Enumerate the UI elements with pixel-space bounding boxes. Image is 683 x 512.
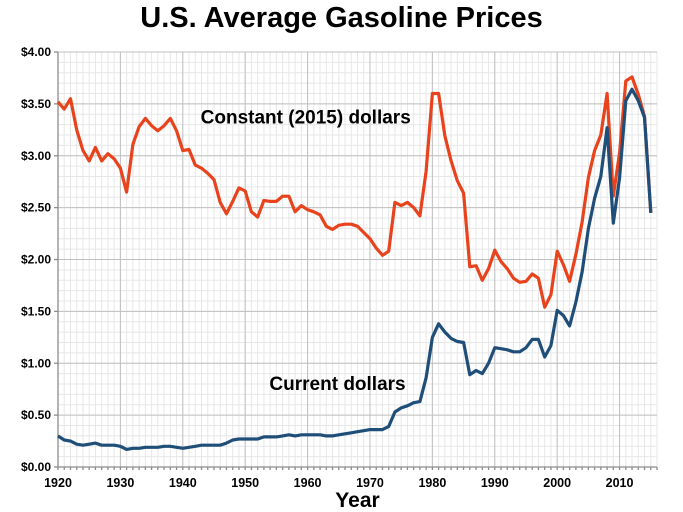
y-axis-tick-label: $1.00 [21,356,51,370]
y-axis-tick-label: $1.50 [21,304,51,318]
x-axis-tick-label: 1940 [169,476,197,490]
x-axis-tick-label: 1920 [44,476,72,490]
y-axis-tick-label: $2.00 [21,253,51,267]
constant-dollars-label: Constant (2015) dollars [201,107,411,128]
x-axis-tick-label: 1950 [231,476,259,490]
chart-title: U.S. Average Gasoline Prices [140,2,543,34]
y-axis-tick-label: $2.50 [21,201,51,215]
y-axis-tick-label: $0.50 [21,408,51,422]
axes [54,51,658,470]
x-axis-title: Year [335,489,379,512]
y-axis-tick-label: $0.00 [21,460,51,474]
x-axis-tick-label: 1970 [356,476,384,490]
x-axis-tick-label: 1980 [418,476,446,490]
current-dollars-label: Current dollars [269,374,405,395]
constant-dollars-line [56,75,653,309]
x-axis-tick-label: 2000 [543,476,571,490]
current-dollars-line [57,87,653,451]
major-gridlines [57,51,657,468]
y-axis-tick-label: $4.00 [21,45,51,59]
x-axis-tick-label: 1990 [481,476,509,490]
y-axis-tick-label: $3.00 [21,149,51,163]
y-axis-tick-label: $3.50 [21,97,51,111]
x-axis-tick-label: 2010 [606,476,634,490]
x-axis-tick-label: 1960 [294,476,322,490]
x-axis-tick-label: 1930 [106,476,134,490]
